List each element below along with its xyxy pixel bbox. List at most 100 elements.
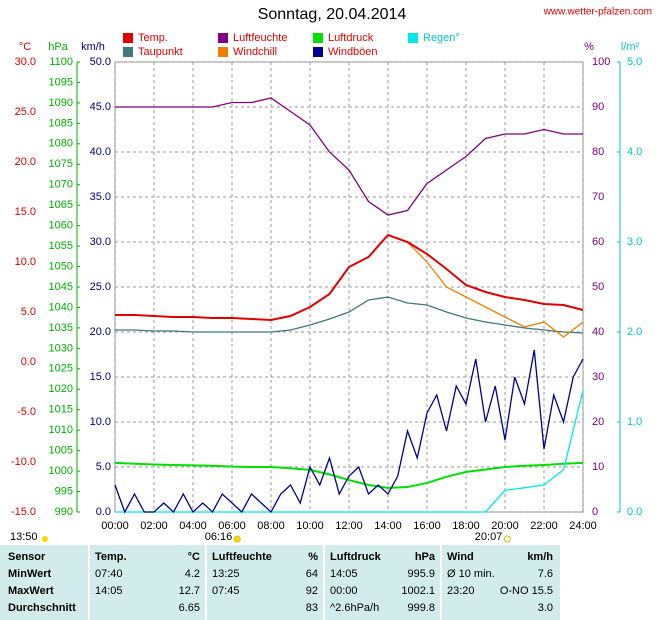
table-cell: MaxWert <box>8 585 54 597</box>
x-tick-label: 12:00 <box>335 520 363 532</box>
x-tick-label: 00:00 <box>101 520 129 532</box>
header-cell: Wind <box>447 551 474 563</box>
x-tick-label: 04:00 <box>179 520 207 532</box>
table-cell: 14:05 <box>95 585 123 597</box>
y-tick-label: 40 <box>592 326 604 338</box>
y-tick-label: 50.0 <box>90 56 111 68</box>
axis-title: l/m² <box>621 41 640 53</box>
header-cell: hPa <box>414 551 435 563</box>
table-cell: 00:00 <box>330 585 358 597</box>
header-cell: Sensor <box>8 551 46 563</box>
header-cell: °C <box>187 551 200 563</box>
y-tick-label: 10.0 <box>15 256 36 268</box>
y-tick-label: 90 <box>592 101 604 113</box>
y-tick-label: 1005 <box>49 445 73 457</box>
table-cell: 92 <box>305 585 318 597</box>
y-tick-label: 0 <box>592 506 598 518</box>
legend-swatch <box>123 47 133 57</box>
y-tick-label: 100 <box>592 56 610 68</box>
y-tick-label: 1095 <box>49 76 73 88</box>
legend-swatch <box>123 33 133 43</box>
y-tick-label: 35.0 <box>90 191 111 203</box>
legend-label: Windböen <box>328 46 378 58</box>
header-cell: Luftfeuchte <box>212 551 272 563</box>
legend-swatch <box>313 33 323 43</box>
table-cell: 999.8 <box>407 602 435 614</box>
legend-swatch <box>218 47 228 57</box>
y-tick-label: 0.0 <box>627 506 642 518</box>
y-tick-label: 80 <box>592 146 604 158</box>
y-tick-label: 1010 <box>49 424 73 436</box>
y-tick-label: 15.0 <box>90 371 111 383</box>
legend-swatch <box>313 47 323 57</box>
table-cell: 1002.1 <box>401 585 435 597</box>
header-cell: % <box>308 551 318 563</box>
table-cell: 3.0 <box>537 602 553 614</box>
y-tick-label: 30.0 <box>15 56 36 68</box>
separator <box>323 545 325 620</box>
x-tick-label: 02:00 <box>140 520 168 532</box>
y-tick-label: 995 <box>55 485 73 497</box>
table-cell: 07:40 <box>95 568 123 580</box>
separator <box>88 545 90 620</box>
y-tick-label: 15.0 <box>15 206 36 218</box>
table-cell: 64 <box>305 568 318 580</box>
legend-swatch <box>218 33 228 43</box>
sunrise-marker <box>233 535 241 543</box>
legend-label: Windchill <box>233 46 277 58</box>
x-tick-label: 22:00 <box>530 520 558 532</box>
time-label: 13:50 <box>10 531 38 543</box>
series-line <box>114 349 584 514</box>
y-tick-label: 1040 <box>49 301 73 313</box>
table-cell: 6.65 <box>178 602 200 614</box>
y-tick-label: 1015 <box>49 404 73 416</box>
legend-label: Luftdruck <box>328 32 374 44</box>
sunset-marker <box>503 535 511 543</box>
separator <box>440 545 442 620</box>
header-cell: Temp. <box>95 551 127 563</box>
series-line <box>114 461 584 489</box>
y-tick-label: 40.0 <box>90 146 111 158</box>
y-tick-label: 30 <box>592 371 604 383</box>
y-tick-label: 2.0 <box>627 326 642 338</box>
y-tick-label: 70 <box>592 191 604 203</box>
separator <box>205 545 207 620</box>
y-tick-label: 1085 <box>49 117 73 129</box>
sunset-label: 20:07 <box>475 531 503 543</box>
y-tick-label: 45.0 <box>90 101 111 113</box>
y-tick-label: 1065 <box>49 199 73 211</box>
axis-title: °C <box>19 41 31 53</box>
y-tick-label: 25.0 <box>15 106 36 118</box>
table-cell: Durchschnitt <box>8 602 76 614</box>
x-tick-label: 20:00 <box>491 520 519 532</box>
table-cell: MinWert <box>8 568 52 580</box>
y-tick-label: 1060 <box>49 220 73 232</box>
legend-label: Temp. <box>138 32 168 44</box>
y-tick-label: 3.0 <box>627 236 642 248</box>
y-tick-label: 30.0 <box>90 236 111 248</box>
y-tick-label: 1045 <box>49 281 73 293</box>
y-tick-label: 1070 <box>49 179 73 191</box>
table-cell: 7.6 <box>537 568 553 580</box>
y-tick-label: 50 <box>592 281 604 293</box>
y-tick-label: 1080 <box>49 138 73 150</box>
y-tick-label: 1100 <box>49 56 73 68</box>
series-line <box>115 296 584 334</box>
y-tick-label: 1035 <box>49 322 73 334</box>
y-tick-label: 1000 <box>49 465 73 477</box>
y-tick-label: 1090 <box>49 97 73 109</box>
y-tick-label: 5.0 <box>96 461 111 473</box>
y-tick-label: 25.0 <box>90 281 111 293</box>
y-tick-label: 1050 <box>49 260 73 272</box>
y-tick-label: 20.0 <box>90 326 111 338</box>
header-cell: Luftdruck <box>330 551 381 563</box>
y-tick-label: 5.0 <box>21 306 36 318</box>
source: www.wetter-pfalzen.com <box>543 7 652 18</box>
table-cell: 995.9 <box>407 568 435 580</box>
sunrise-label: 06:16 <box>205 531 233 543</box>
table-cell: 83 <box>305 602 318 614</box>
y-tick-label: -10.0 <box>11 456 36 468</box>
header-cell: km/h <box>527 551 553 563</box>
y-tick-label: 1.0 <box>627 416 642 428</box>
